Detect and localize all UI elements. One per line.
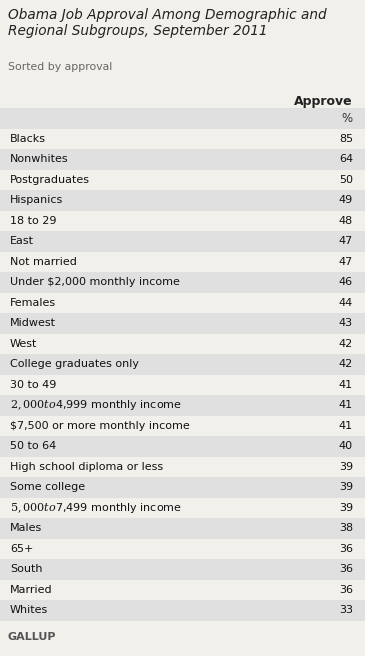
Bar	[0, 272, 365, 293]
Text: $5,000 to $7,499 monthly income: $5,000 to $7,499 monthly income	[10, 501, 182, 515]
Text: High school diploma or less: High school diploma or less	[10, 462, 163, 472]
Text: Married: Married	[10, 584, 53, 595]
Bar	[0, 354, 365, 375]
Text: 47: 47	[339, 236, 353, 246]
Bar	[0, 518, 365, 539]
Text: Under $2,000 monthly income: Under $2,000 monthly income	[10, 277, 180, 287]
Text: College graduates only: College graduates only	[10, 359, 139, 369]
Text: Not married: Not married	[10, 256, 77, 267]
Bar	[0, 190, 365, 211]
Text: Females: Females	[10, 298, 56, 308]
Text: 33: 33	[339, 605, 353, 615]
Text: 39: 39	[339, 482, 353, 492]
Text: Males: Males	[10, 523, 42, 533]
Text: 47: 47	[339, 256, 353, 267]
Text: 40: 40	[339, 441, 353, 451]
Text: Midwest: Midwest	[10, 318, 56, 328]
Text: 48: 48	[339, 216, 353, 226]
Text: 42: 42	[339, 359, 353, 369]
Text: 36: 36	[339, 544, 353, 554]
Text: 36: 36	[339, 584, 353, 595]
Bar	[0, 108, 365, 129]
Text: %: %	[342, 112, 353, 125]
Text: Hispanics: Hispanics	[10, 195, 63, 205]
Bar	[0, 395, 365, 415]
Text: Nonwhites: Nonwhites	[10, 154, 69, 164]
Text: 39: 39	[339, 462, 353, 472]
Text: 38: 38	[339, 523, 353, 533]
Text: Blacks: Blacks	[10, 134, 46, 144]
Bar	[0, 600, 365, 621]
Text: 18 to 29: 18 to 29	[10, 216, 57, 226]
Text: Obama Job Approval Among Demographic and
Regional Subgroups, September 2011: Obama Job Approval Among Demographic and…	[8, 8, 327, 38]
Text: South: South	[10, 564, 42, 574]
Bar	[0, 477, 365, 497]
Text: 64: 64	[339, 154, 353, 164]
Text: $7,500 or more monthly income: $7,500 or more monthly income	[10, 420, 190, 431]
Text: 49: 49	[339, 195, 353, 205]
Text: East: East	[10, 236, 34, 246]
Bar	[0, 436, 365, 457]
Text: $2,000 to $4,999 monthly income: $2,000 to $4,999 monthly income	[10, 398, 182, 412]
Text: 50 to 64: 50 to 64	[10, 441, 56, 451]
Text: 43: 43	[339, 318, 353, 328]
Bar	[0, 149, 365, 169]
Text: Sorted by approval: Sorted by approval	[8, 62, 112, 72]
Text: 36: 36	[339, 564, 353, 574]
Text: GALLUP: GALLUP	[8, 632, 57, 642]
Text: Approve: Approve	[295, 95, 353, 108]
Text: 46: 46	[339, 277, 353, 287]
Text: 39: 39	[339, 502, 353, 513]
Text: 44: 44	[339, 298, 353, 308]
Text: 41: 41	[339, 380, 353, 390]
Text: Whites: Whites	[10, 605, 48, 615]
Text: 85: 85	[339, 134, 353, 144]
Text: 65+: 65+	[10, 544, 33, 554]
Text: 30 to 49: 30 to 49	[10, 380, 56, 390]
Text: 41: 41	[339, 400, 353, 410]
Bar	[0, 313, 365, 333]
Text: 50: 50	[339, 174, 353, 185]
Text: 41: 41	[339, 420, 353, 431]
Bar	[0, 231, 365, 251]
Text: West: West	[10, 338, 37, 349]
Text: 42: 42	[339, 338, 353, 349]
Text: Some college: Some college	[10, 482, 85, 492]
Text: Postgraduates: Postgraduates	[10, 174, 90, 185]
Bar	[0, 559, 365, 579]
